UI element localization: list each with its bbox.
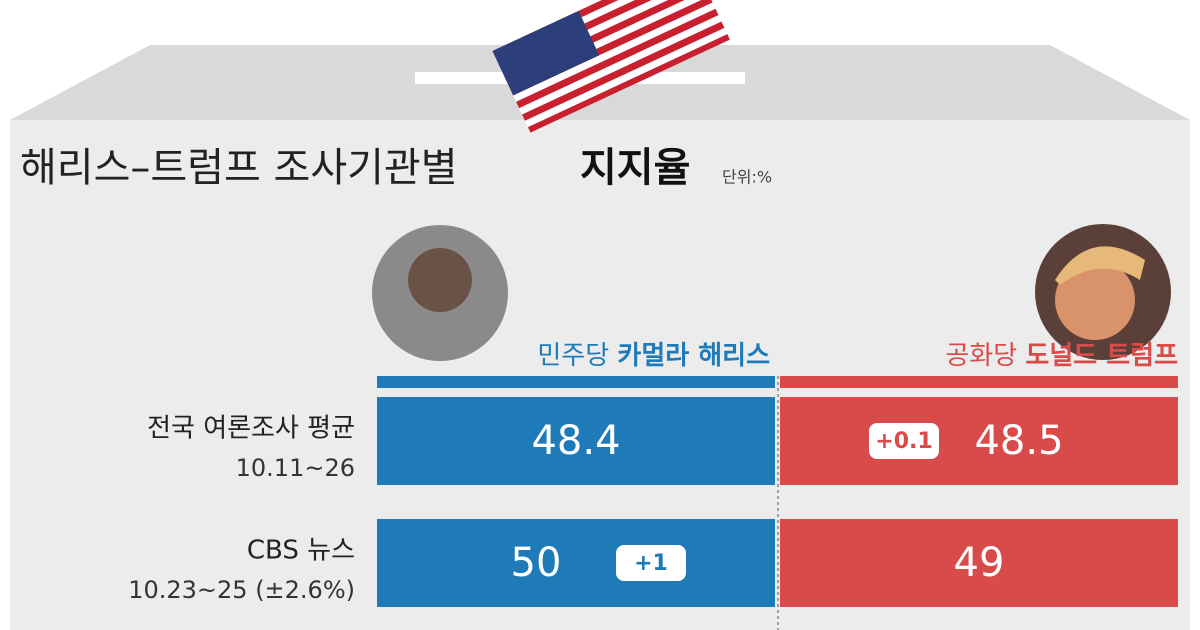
candidate-rule	[377, 376, 775, 388]
harris-face	[408, 248, 472, 312]
lead-badge	[616, 545, 686, 581]
unit: 단위:%	[722, 168, 772, 187]
value-cell	[780, 519, 1178, 607]
row-label: CBS 뉴스	[247, 536, 355, 566]
title-emphasis: 지지율	[580, 145, 690, 191]
candidate-rule	[780, 376, 1178, 388]
row-label: 전국 여론조사 평균	[147, 414, 355, 444]
trump-hair	[1055, 246, 1145, 285]
row-sublabel: 10.23~25 (±2.6%)	[128, 576, 355, 604]
candidate-label: 공화당 도널드 트럼프	[945, 341, 1178, 371]
lead-label: +1	[634, 551, 668, 576]
lead-label: +0.1	[875, 429, 932, 454]
rows: 전국 여론조사 평균 10.11~26 48.4 48.5 +0.1 CBS 뉴스 10.2…	[128, 397, 1178, 607]
value: 48.5	[974, 418, 1063, 464]
value-cell	[780, 397, 1178, 485]
candidate-label: 민주당 카멀라 해리스	[537, 341, 770, 371]
value: 49	[954, 540, 1005, 586]
lead-badge	[869, 423, 939, 459]
value-cell	[377, 519, 775, 607]
us-flag	[492, 0, 730, 133]
title: 해리스–트럼프 조사기관별	[20, 145, 458, 191]
row-sublabel: 10.11~26	[236, 454, 355, 482]
value: 50	[511, 540, 562, 586]
value: 48.4	[531, 418, 620, 464]
value-cell	[377, 397, 775, 485]
trump-face	[1055, 260, 1135, 340]
